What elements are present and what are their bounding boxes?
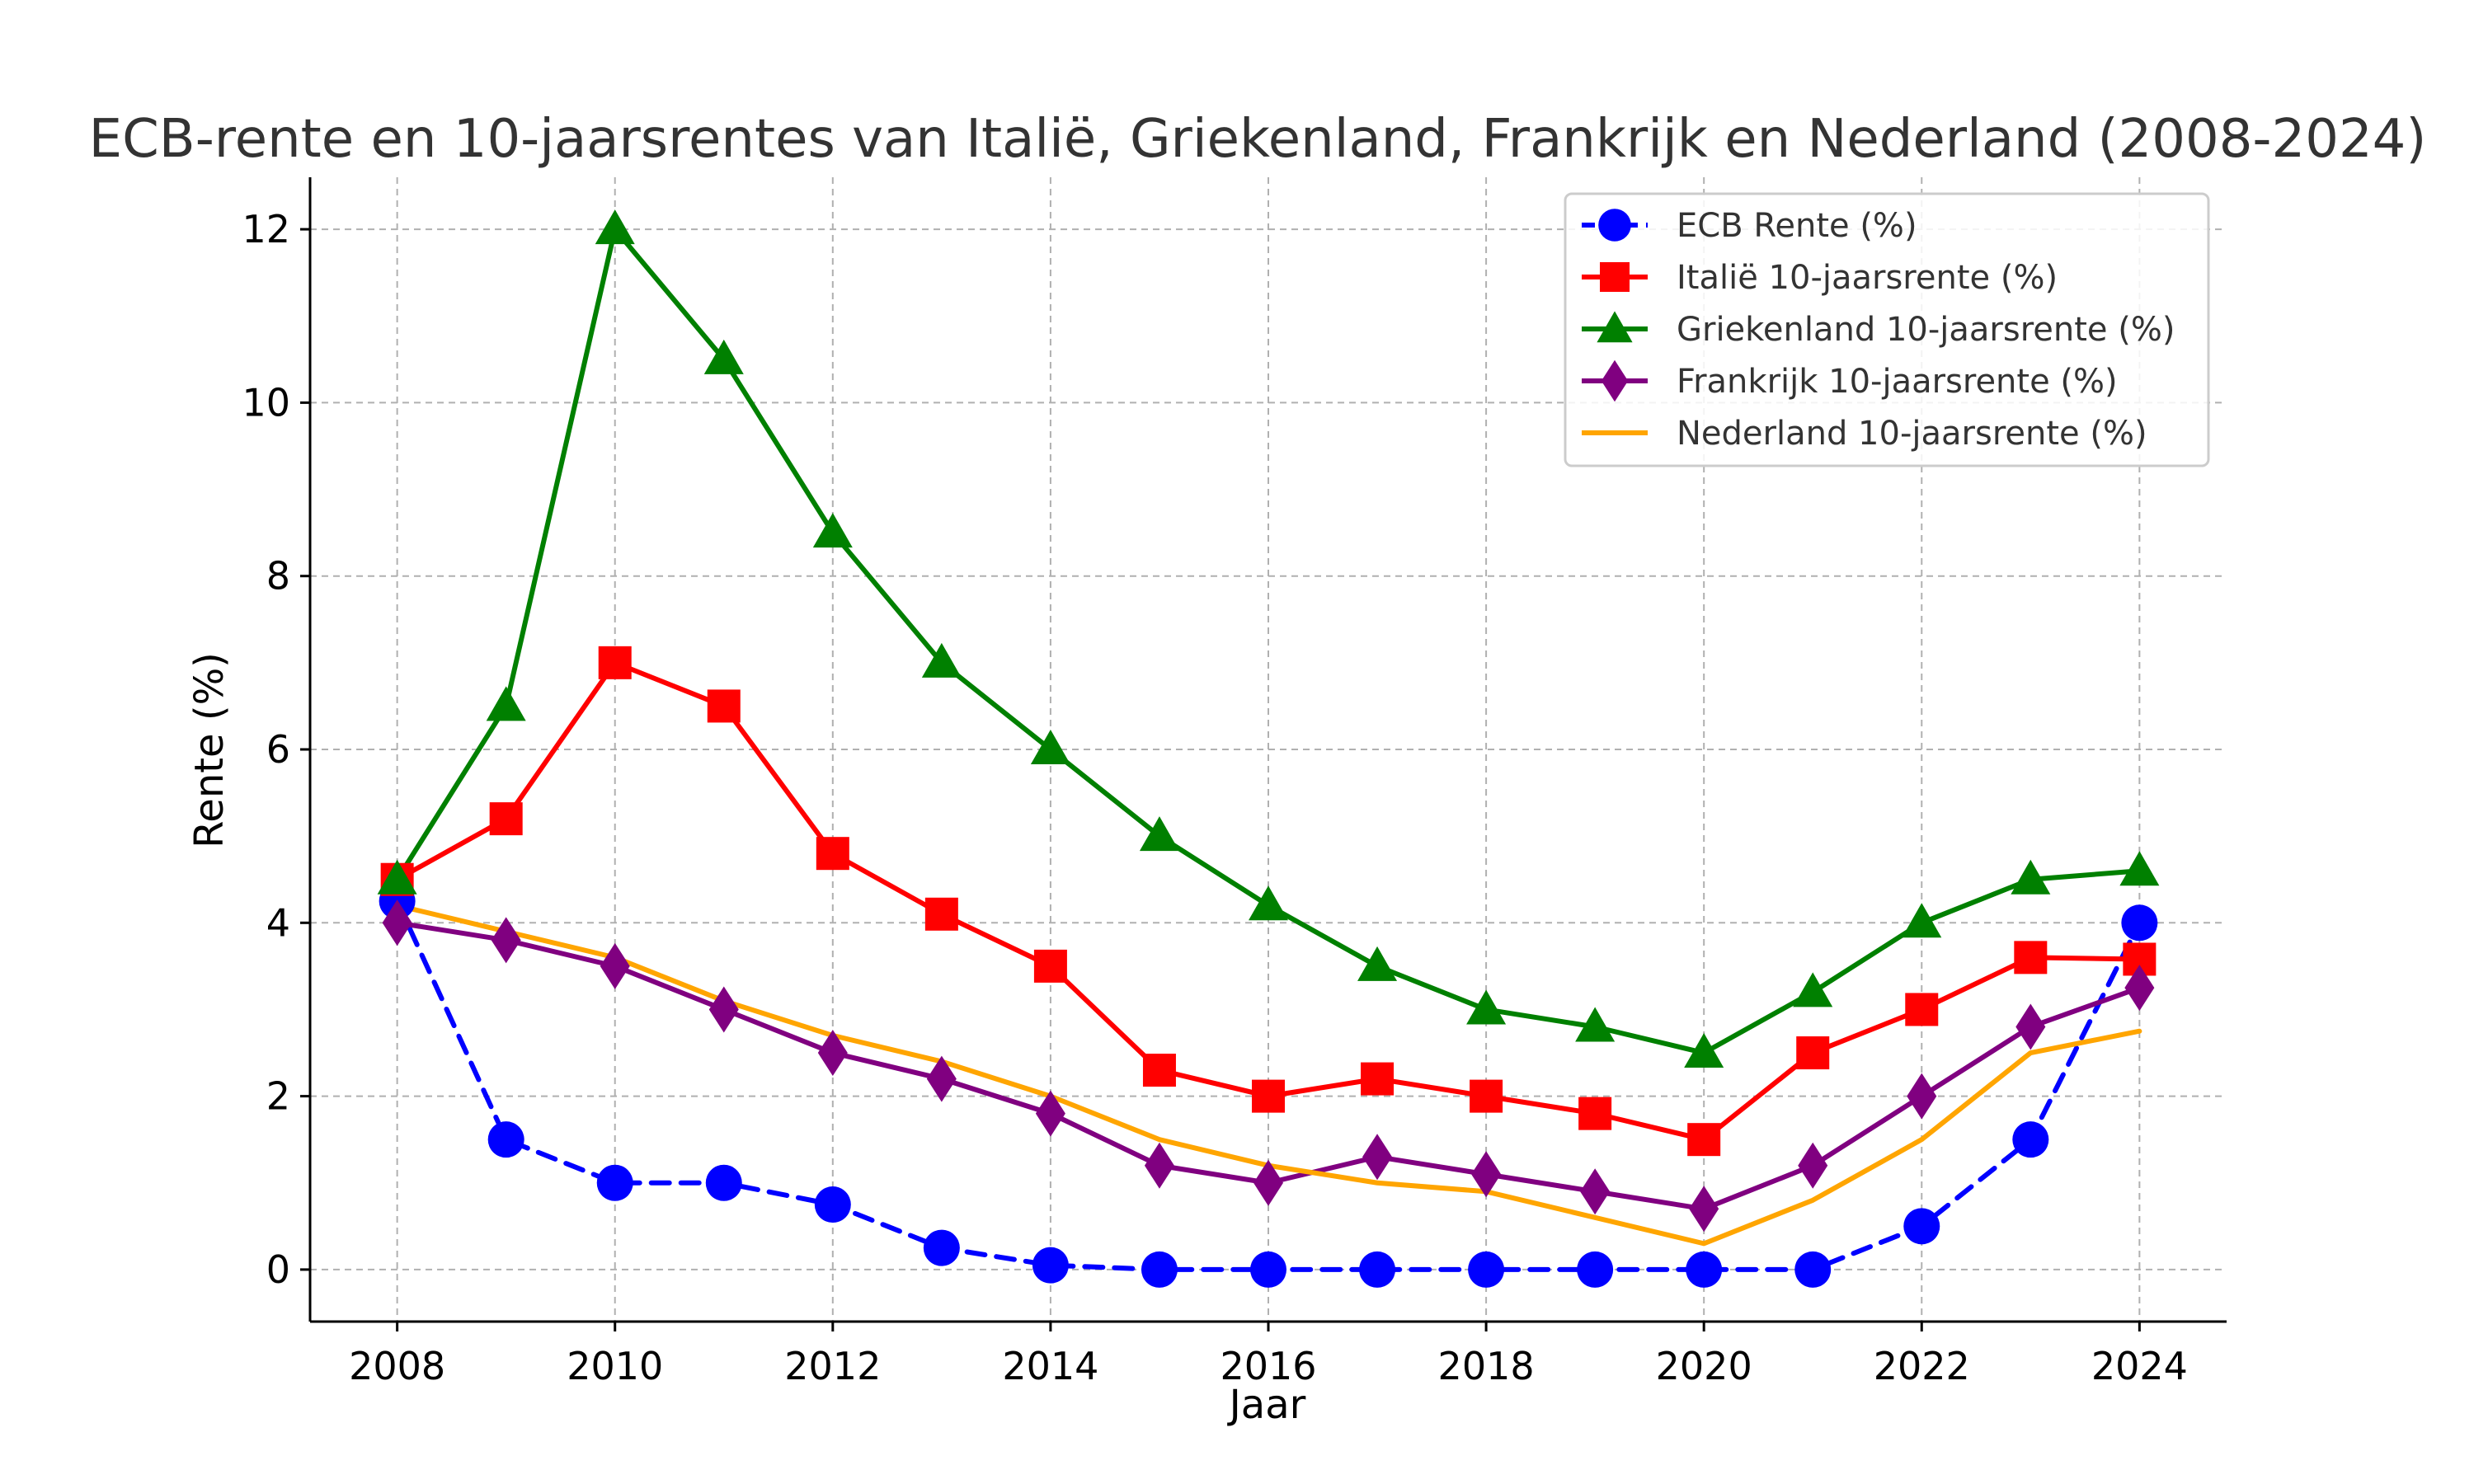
data-point-italie-10-jaarsrente	[598, 646, 632, 679]
series-markers	[377, 209, 2160, 1288]
data-point-griekenland-10-jaarsrente	[377, 859, 417, 895]
data-point-griekenland-10-jaarsrente	[1793, 972, 1833, 1007]
x-tick-label: 2024	[2091, 1344, 2188, 1388]
legend-label-ecb-rente: ECB Rente (%)	[1677, 207, 1917, 245]
legend-marker-ecb-rente	[1598, 209, 1631, 242]
y-tick-label: 2	[266, 1074, 290, 1119]
data-point-frankrijk-10-jaarsrente	[1907, 1073, 1937, 1120]
data-point-ecb-rente	[1577, 1251, 1614, 1288]
y-tick-label: 12	[242, 207, 290, 251]
y-tick-label: 4	[266, 900, 290, 945]
data-point-italie-10-jaarsrente	[924, 897, 958, 931]
data-point-ecb-rente	[1686, 1251, 1723, 1288]
data-point-italie-10-jaarsrente	[1361, 1062, 1395, 1096]
data-point-italie-10-jaarsrente	[707, 689, 741, 723]
data-point-griekenland-10-jaarsrente	[595, 209, 635, 245]
legend-label-nederland-10-jaarsrente: Nederland 10-jaarsrente (%)	[1677, 415, 2147, 453]
legend-box	[1564, 192, 2210, 467]
data-point-frankrijk-10-jaarsrente	[817, 1030, 848, 1077]
data-point-griekenland-10-jaarsrente	[1139, 816, 1179, 852]
data-point-griekenland-10-jaarsrente	[1466, 989, 1507, 1025]
data-point-frankrijk-10-jaarsrente	[926, 1055, 957, 1102]
data-point-griekenland-10-jaarsrente	[812, 513, 853, 548]
data-point-griekenland-10-jaarsrente	[1902, 903, 1942, 938]
legend-label-frankrijk-10-jaarsrente: Frankrijk 10-jaarsrente (%)	[1677, 363, 2118, 401]
data-point-griekenland-10-jaarsrente	[2011, 859, 2051, 895]
data-point-italie-10-jaarsrente	[1905, 993, 1939, 1026]
data-point-ecb-rente	[1468, 1251, 1505, 1288]
x-axis-label: Jaar	[1227, 1382, 1306, 1428]
legend-marker-frankrijk-10-jaarsrente	[1601, 359, 1629, 402]
y-tick-label: 6	[266, 727, 290, 772]
x-tick-label: 2016	[1220, 1344, 1316, 1388]
data-point-italie-10-jaarsrente	[1142, 1054, 1176, 1087]
legend-label-griekenland-10-jaarsrente: Griekenland 10-jaarsrente (%)	[1677, 311, 2175, 349]
data-point-italie-10-jaarsrente	[1033, 949, 1067, 983]
data-point-griekenland-10-jaarsrente	[1575, 1007, 1616, 1042]
data-point-ecb-rente	[1794, 1251, 1832, 1288]
data-point-ecb-rente	[1032, 1247, 1069, 1284]
data-point-griekenland-10-jaarsrente	[2119, 851, 2160, 886]
legend-label-italie-10-jaarsrente: Italië 10-jaarsrente (%)	[1677, 259, 2058, 297]
tick-labels: 2008 2010 2012 2014 2016 2018 2020 2022 2024 0 2 4 6…	[242, 207, 2187, 1388]
x-tick-label: 2010	[567, 1344, 663, 1388]
data-point-frankrijk-10-jaarsrente	[382, 899, 412, 946]
data-point-ecb-rente	[1250, 1251, 1286, 1288]
data-point-frankrijk-10-jaarsrente	[1798, 1142, 1828, 1189]
data-point-italie-10-jaarsrente	[1470, 1079, 1503, 1113]
data-point-italie-10-jaarsrente	[816, 837, 849, 871]
data-point-frankrijk-10-jaarsrente	[2015, 1003, 2046, 1050]
x-tick-label: 2008	[349, 1344, 445, 1388]
data-point-ecb-rente	[1903, 1208, 1940, 1245]
data-point-frankrijk-10-jaarsrente	[1689, 1186, 1719, 1233]
data-point-ecb-rente	[596, 1164, 633, 1201]
chart-title: ECB-rente en 10-jaarsrentes van Italië, …	[89, 109, 2427, 170]
data-point-italie-10-jaarsrente	[1252, 1079, 1285, 1113]
data-point-griekenland-10-jaarsrente	[486, 686, 526, 721]
x-tick-label: 2012	[784, 1344, 881, 1388]
data-point-griekenland-10-jaarsrente	[921, 642, 962, 678]
data-point-frankrijk-10-jaarsrente	[491, 917, 521, 964]
x-tick-label: 2022	[1874, 1344, 1970, 1388]
legend-marker-italie-10-jaarsrente	[1600, 262, 1630, 292]
data-point-italie-10-jaarsrente	[1687, 1123, 1721, 1157]
data-point-frankrijk-10-jaarsrente	[1035, 1090, 1065, 1137]
y-axis-label: Rente (%)	[186, 652, 233, 848]
data-point-frankrijk-10-jaarsrente	[2124, 965, 2155, 1012]
y-tick-label: 0	[266, 1247, 290, 1292]
data-point-ecb-rente	[814, 1186, 851, 1223]
data-point-ecb-rente	[487, 1121, 524, 1158]
data-point-ecb-rente	[705, 1164, 742, 1201]
data-point-italie-10-jaarsrente	[489, 802, 523, 836]
legend-marker-griekenland-10-jaarsrente	[1597, 311, 1633, 343]
x-tick-label: 2018	[1438, 1344, 1535, 1388]
data-point-frankrijk-10-jaarsrente	[1144, 1142, 1174, 1189]
data-point-frankrijk-10-jaarsrente	[708, 986, 739, 1033]
data-point-griekenland-10-jaarsrente	[1030, 730, 1070, 764]
data-point-italie-10-jaarsrente	[1796, 1036, 1830, 1070]
data-point-frankrijk-10-jaarsrente	[1362, 1134, 1393, 1181]
x-tick-label: 2020	[1656, 1344, 1752, 1388]
data-point-griekenland-10-jaarsrente	[1684, 1033, 1724, 1068]
data-point-ecb-rente	[923, 1229, 960, 1266]
data-point-ecb-rente	[2121, 904, 2158, 942]
data-point-frankrijk-10-jaarsrente	[1471, 1151, 1502, 1198]
data-point-ecb-rente	[1359, 1251, 1396, 1288]
data-point-griekenland-10-jaarsrente	[703, 339, 744, 374]
data-point-griekenland-10-jaarsrente	[1357, 946, 1398, 981]
data-point-ecb-rente	[1141, 1251, 1178, 1288]
x-tick-label: 2014	[1002, 1344, 1098, 1388]
data-point-italie-10-jaarsrente	[1578, 1097, 1612, 1130]
y-tick-label: 8	[266, 554, 290, 599]
data-point-italie-10-jaarsrente	[2014, 941, 2048, 974]
axes	[300, 177, 2227, 1331]
data-point-frankrijk-10-jaarsrente	[600, 942, 630, 989]
data-point-griekenland-10-jaarsrente	[1249, 885, 1288, 921]
y-tick-label: 10	[242, 380, 290, 425]
data-point-frankrijk-10-jaarsrente	[1580, 1168, 1611, 1215]
legend: ECB Rente (%) Italië 10-jaarsrente (%) Gri…	[1564, 192, 2210, 467]
data-point-frankrijk-10-jaarsrente	[1253, 1159, 1283, 1206]
data-point-ecb-rente	[2012, 1121, 2049, 1158]
